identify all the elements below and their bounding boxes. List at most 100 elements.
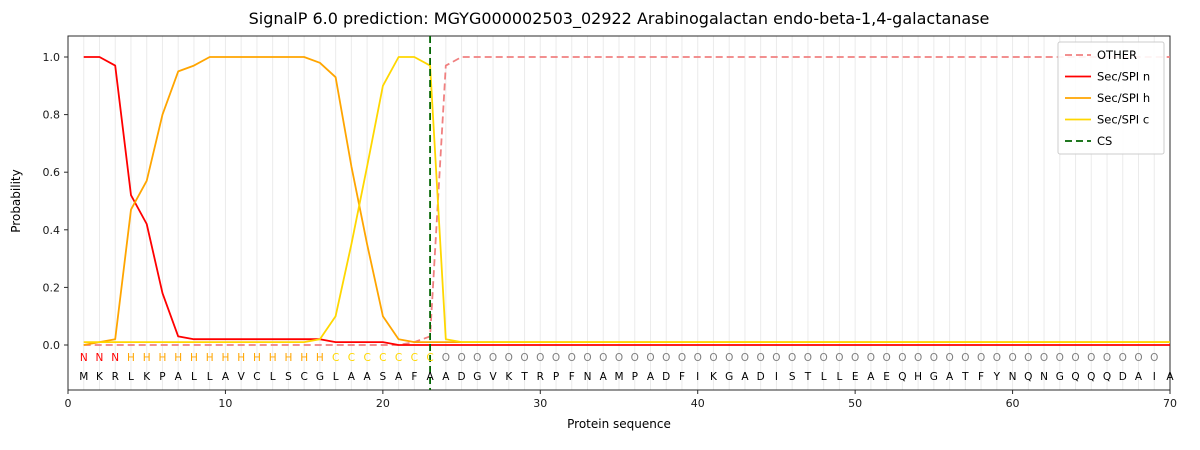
region-label: O xyxy=(1087,352,1095,364)
residue-letter: K xyxy=(710,371,718,383)
region-label: O xyxy=(1040,352,1048,364)
region-label: O xyxy=(505,352,513,364)
residue-letter: I xyxy=(1153,371,1156,383)
residue-letter: C xyxy=(253,371,260,383)
series-line-other xyxy=(83,56,1170,346)
residue-letter: G xyxy=(725,371,733,383)
residue-letter: G xyxy=(930,371,938,383)
residue-letter: A xyxy=(1135,371,1143,383)
residue-letter: D xyxy=(757,371,765,383)
residue-letter: I xyxy=(696,371,699,383)
region-label: O xyxy=(583,352,591,364)
x-tick-label: 20 xyxy=(376,397,390,410)
region-label: O xyxy=(788,352,796,364)
residue-letter: D xyxy=(1119,371,1127,383)
legend-entry-sec-spi-c: Sec/SPI c xyxy=(1065,113,1149,127)
residue-letter: P xyxy=(553,371,559,383)
region-label: O xyxy=(489,352,497,364)
residue-letter: I xyxy=(775,371,778,383)
region-label: O xyxy=(1150,352,1158,364)
region-label: O xyxy=(757,352,765,364)
residue-letter: Q xyxy=(1071,371,1079,383)
region-label: C xyxy=(426,352,433,364)
residue-letter: A xyxy=(600,371,608,383)
residue-letter: F xyxy=(679,371,685,383)
region-label: O xyxy=(1008,352,1016,364)
residue-letter: F xyxy=(569,371,575,383)
residue-letter: D xyxy=(662,371,670,383)
region-label: O xyxy=(804,352,812,364)
residue-letter: Q xyxy=(1087,371,1095,383)
residue-letter: D xyxy=(458,371,466,383)
legend-entry-other: OTHER xyxy=(1065,48,1137,62)
region-label: O xyxy=(741,352,749,364)
region-label: O xyxy=(851,352,859,364)
region-label: O xyxy=(1071,352,1079,364)
residue-letter: C xyxy=(300,371,307,383)
region-label: H xyxy=(143,352,151,364)
region-label: O xyxy=(930,352,938,364)
residue-letter: F xyxy=(411,371,417,383)
region-label: O xyxy=(1024,352,1032,364)
region-label: O xyxy=(993,352,1001,364)
residue-letter: F xyxy=(978,371,984,383)
region-label: O xyxy=(725,352,733,364)
residue-letter: N xyxy=(584,371,592,383)
residue-letter: T xyxy=(961,371,969,383)
region-label: C xyxy=(379,352,386,364)
residue-letter: M xyxy=(614,371,623,383)
region-label: H xyxy=(174,352,182,364)
residue-letter: N xyxy=(1040,371,1048,383)
region-label: O xyxy=(1103,352,1111,364)
x-tick-label: 60 xyxy=(1006,397,1020,410)
region-label: C xyxy=(332,352,339,364)
region-label: O xyxy=(1056,352,1064,364)
region-label: H xyxy=(253,352,261,364)
region-label: O xyxy=(898,352,906,364)
region-label: C xyxy=(363,352,370,364)
residue-letter: Q xyxy=(1103,371,1111,383)
residue-letter: H xyxy=(914,371,922,383)
region-label: O xyxy=(568,352,576,364)
legend-label-sec-spi-c: Sec/SPI c xyxy=(1097,113,1149,127)
residue-letter: L xyxy=(333,371,339,383)
residue-letter: K xyxy=(143,371,151,383)
residue-letter: R xyxy=(112,371,119,383)
chart-title: SignalP 6.0 prediction: MGYG000002503_02… xyxy=(248,9,990,28)
region-label: O xyxy=(536,352,544,364)
residue-letter: P xyxy=(632,371,638,383)
residue-letter: A xyxy=(364,371,372,383)
region-label: O xyxy=(914,352,922,364)
residue-letter: L xyxy=(270,371,276,383)
region-label: O xyxy=(520,352,528,364)
legend-box xyxy=(1057,41,1165,155)
y-tick-label: 1.0 xyxy=(43,51,61,64)
x-tick-label: 10 xyxy=(218,397,232,410)
legend-label-sec-spi-h: Sec/SPI h xyxy=(1097,91,1150,105)
legend-label-other: OTHER xyxy=(1097,48,1137,62)
region-label: H xyxy=(300,352,308,364)
region-label: H xyxy=(269,352,277,364)
residue-letter: T xyxy=(520,371,528,383)
residue-letter: V xyxy=(489,371,497,383)
region-label: O xyxy=(1134,352,1142,364)
x-tick-label: 70 xyxy=(1163,397,1177,410)
series-line-sec-spi-h xyxy=(83,56,1170,346)
residue-letter: A xyxy=(175,371,183,383)
residue-letter: S xyxy=(789,371,796,383)
legend-label-cs: CS xyxy=(1097,134,1112,148)
y-tick-label: 0.8 xyxy=(43,109,61,122)
residue-letter: S xyxy=(380,371,387,383)
residue-letter: A xyxy=(741,371,749,383)
residue-letter: L xyxy=(128,371,134,383)
residue-letter: L xyxy=(821,371,827,383)
region-label: O xyxy=(709,352,717,364)
residue-letter: A xyxy=(426,371,434,383)
y-tick-label: 0.6 xyxy=(43,166,61,179)
x-axis-label: Protein sequence xyxy=(567,417,671,431)
region-label: O xyxy=(552,352,560,364)
x-tick-label: 40 xyxy=(691,397,705,410)
region-label: O xyxy=(631,352,639,364)
residue-letter: S xyxy=(285,371,292,383)
